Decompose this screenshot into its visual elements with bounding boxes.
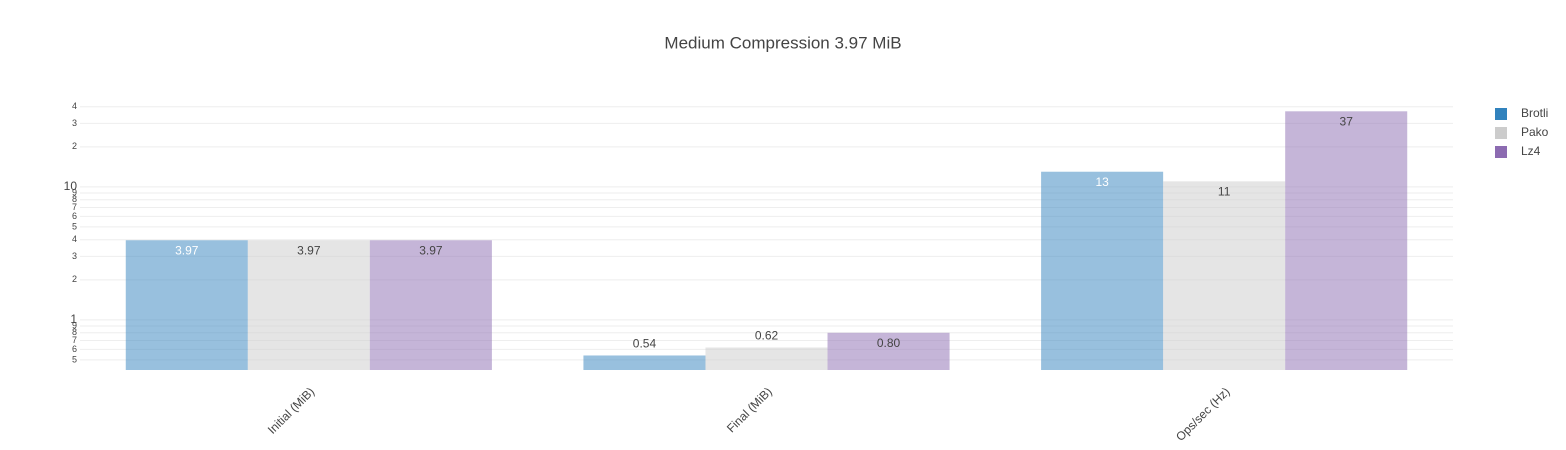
y-tick-label: 5 [72,354,77,364]
data-label: 0.80 [877,336,901,350]
bar [1285,111,1408,370]
bar [1163,181,1286,370]
y-tick-label: 1 [70,312,77,326]
x-tick-label: Initial (MiB) [265,384,317,436]
y-tick-label: 4 [72,234,77,244]
y-tick-label: 3 [72,251,77,261]
data-label: 13 [1095,175,1109,189]
y-tick-label: 10 [64,179,78,193]
data-label: 37 [1340,114,1354,128]
bar [247,240,370,370]
y-tick-label: 3 [72,118,77,128]
legend-swatch [1495,146,1507,158]
x-tick-label: Ops/sec (Hz) [1173,384,1232,443]
y-tick-label: 9 [72,187,77,197]
y-tick-label: 8 [72,194,77,204]
chart-title: Medium Compression 3.97 MiB [664,33,901,52]
y-tick-label: 9 [72,320,77,330]
y-tick-label: 6 [72,344,77,354]
data-label: 3.97 [419,243,443,257]
legend-swatch [1495,108,1507,120]
legend-label: Brotli [1521,106,1548,120]
legend-label: Pako [1521,125,1549,139]
y-tick-label: 6 [72,211,77,221]
y-tick-label: 2 [72,274,77,284]
bar [705,347,828,370]
bar [125,240,248,370]
legend-swatch [1495,127,1507,139]
y-tick-label: 4 [72,101,77,111]
data-label: 3.97 [175,243,199,257]
bar [583,355,706,370]
bar [1041,171,1164,370]
y-tick-label: 5 [72,221,77,231]
bar [827,332,950,370]
data-label: 3.97 [297,243,321,257]
y-tick-label: 8 [72,327,77,337]
data-label: 0.62 [755,329,779,343]
y-tick-label: 7 [72,202,77,212]
y-tick-label: 7 [72,335,77,345]
data-label: 0.54 [633,337,657,351]
y-tick-label: 2 [72,141,77,151]
x-tick-label: Final (MiB) [724,384,775,435]
data-label: 11 [1218,185,1231,199]
bar [369,240,492,370]
legend-label: Lz4 [1521,144,1541,158]
